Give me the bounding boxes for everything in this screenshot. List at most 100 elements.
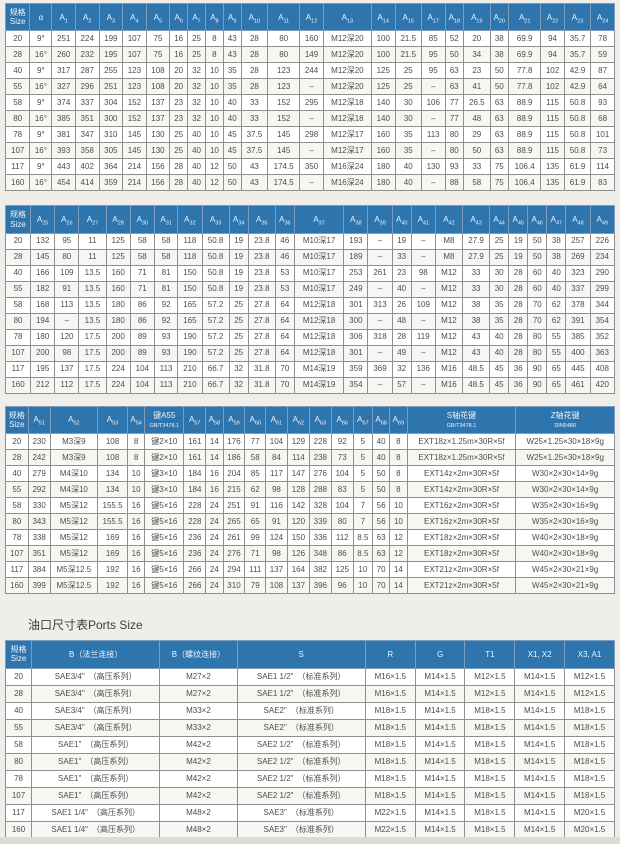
data-cell: M18×1.5 [564, 786, 615, 805]
header-cell: A49 [589, 205, 616, 234]
data-cell: M14×1.5 [414, 684, 466, 703]
data-cell: 60 [527, 264, 548, 282]
size-cell: 58 [4, 94, 31, 112]
header-cell: A45 [508, 205, 529, 234]
data-cell: 19 [228, 232, 249, 250]
header-cell: A5 [145, 2, 171, 32]
data-cell: 31.8 [247, 376, 276, 394]
data-cell: 63 [489, 94, 510, 112]
data-cell: 89 [129, 344, 155, 362]
data-cell: 20 [169, 78, 189, 96]
data-cell: 13.5 [78, 296, 107, 314]
data-cell: 228 [183, 513, 207, 531]
data-cell: 40 [187, 142, 206, 160]
data-cell: – [420, 142, 446, 160]
data-cell: 23.8 [247, 280, 276, 298]
data-cell: 156 [145, 174, 171, 192]
data-cell: M12深20 [322, 62, 372, 80]
data-cell: 374 [51, 94, 76, 112]
data-cell: 351 [27, 545, 51, 563]
data-cell: – [54, 312, 80, 330]
header-cell: A17 [420, 2, 446, 32]
table-row: 78 SAE1" （高压系列） M42×2 SAE2 1/2" （标准系列） M18×1… [4, 769, 615, 788]
data-cell: 120 [286, 513, 310, 531]
data-cell: 9° [29, 126, 53, 144]
data-cell: W25×1.25×30×18×9g [515, 433, 615, 451]
data-cell: 10 [204, 94, 224, 112]
data-cell: 113 [153, 376, 179, 394]
size-cell: 55 [4, 718, 33, 737]
table-row: 80 16° 385 351 300 152 137 23 32 10 40 33 152– M12深18… [4, 110, 615, 128]
data-cell: M14×1.5 [514, 820, 566, 839]
data-cell: 128 [286, 481, 310, 499]
data-cell: 255 [98, 62, 124, 80]
data-cell: 12 [389, 545, 408, 563]
data-cell: 80 [527, 344, 548, 362]
data-cell: 91 [244, 497, 266, 515]
data-cell: 287 [74, 62, 100, 80]
data-cell: 70 [371, 577, 391, 595]
data-cell: 79 [244, 577, 266, 595]
data-cell: 106.4 [508, 158, 542, 176]
data-cell: 10 [389, 497, 408, 515]
data-cell: 120 [54, 328, 80, 346]
table-row: 80 SAE1" （高压系列） M42×2 SAE2 1/2" （标准系列） M18×1… [4, 752, 615, 771]
data-cell: 132 [30, 232, 56, 250]
data-cell: 63 [371, 529, 391, 547]
header-cell: 规格 Size [4, 2, 31, 32]
data-cell: 102 [540, 62, 565, 80]
data-cell: 43 [222, 30, 242, 48]
table-row: 117 195 137 17.5 224 104 113 210 66.7 32 31.8 70 M14… [4, 360, 616, 378]
header-cell: A11 [267, 2, 301, 32]
header-cell: A43 [461, 205, 491, 234]
data-cell: M12 [434, 312, 463, 330]
data-cell: 300 [98, 110, 124, 128]
size-cell: 160 [4, 174, 31, 192]
data-cell: M12深17 [322, 126, 372, 144]
data-cell: 88.9 [508, 126, 542, 144]
data-cell: 8.5 [352, 545, 373, 563]
header-cell: A19 [463, 2, 491, 32]
data-cell: 21.5 [394, 46, 422, 64]
data-cell: M42×2 [159, 752, 238, 771]
data-cell: 106 [420, 94, 446, 112]
data-cell: M12×1.5 [564, 684, 615, 703]
data-cell: 14 [205, 433, 224, 451]
data-cell: M14×1.5 [414, 786, 466, 805]
data-cell: EXT21z×2m×30R×5f [406, 577, 517, 595]
header-cell: A38 [343, 205, 369, 234]
data-cell: 180 [105, 312, 131, 330]
data-cell: 50.8 [563, 142, 592, 160]
data-cell: 12 [389, 529, 408, 547]
data-cell: M18×1.5 [564, 735, 615, 754]
data-cell: SAE2 1/2" （标准系列） [236, 735, 366, 754]
header-cell: A51 [27, 405, 51, 435]
header-cell: A54 [126, 405, 146, 435]
data-cell: 381 [51, 126, 76, 144]
data-cell: M18×1.5 [464, 718, 516, 737]
data-cell: 71 [129, 280, 155, 298]
data-cell: 25 [228, 312, 249, 330]
data-cell: 40 [546, 264, 567, 282]
header-cell: A44 [489, 205, 510, 234]
size-cell: 80 [4, 312, 32, 330]
data-cell: 71 [129, 264, 155, 282]
data-cell: 70 [371, 561, 391, 579]
data-cell: 182 [30, 280, 56, 298]
size-cell: 80 [4, 752, 33, 771]
data-cell: 40 [546, 280, 567, 298]
data-cell: 7 [352, 497, 373, 515]
data-cell: M14×1.5 [514, 803, 566, 822]
data-cell: M12 [434, 264, 463, 282]
data-cell: 113 [54, 296, 80, 314]
size-cell: 58 [4, 735, 33, 754]
data-cell: 327 [51, 78, 76, 96]
header-cell: G [414, 640, 466, 669]
data-cell: 115 [540, 126, 565, 144]
data-cell: 114 [286, 449, 310, 467]
data-cell: 70 [274, 376, 295, 394]
data-cell: M14×1.5 [514, 769, 566, 788]
data-cell: 63 [371, 545, 391, 563]
data-cell: 214 [122, 174, 147, 192]
table-row: 80 194–13.5 180 86 92 165 57.2 25 27.8 64 M12深18 30… [4, 312, 616, 330]
